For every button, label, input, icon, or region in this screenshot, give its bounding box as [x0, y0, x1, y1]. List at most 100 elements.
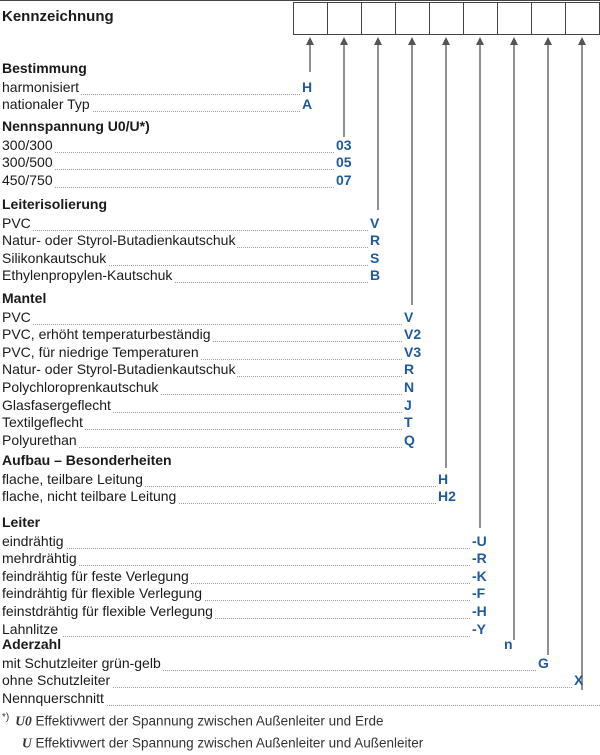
leader-dots [2, 599, 470, 602]
item-label: mehrdrähtig [2, 550, 79, 568]
item-label: feinstdrähtig für flexible Verlegung [2, 603, 215, 620]
leader-dots [2, 323, 402, 325]
footnote: *) U0 Effektivwert der Spannung zwischen … [2, 712, 383, 730]
item-code: H [302, 78, 313, 95]
leader-dots [2, 393, 402, 395]
item-code: S [370, 249, 380, 266]
item-code: G [538, 654, 549, 671]
leader-dots [2, 564, 470, 567]
leader-dots [2, 547, 470, 549]
top-rule [0, 0, 600, 1]
leader-dots [2, 502, 436, 505]
footnote-symbol: U0 [15, 713, 32, 729]
item-code: -Y [472, 620, 486, 637]
list-item: 450/750 07 [0, 171, 600, 189]
leader-dots [2, 582, 470, 584]
item-label: Natur- oder Styrol-Butadienkautschuk [2, 232, 238, 250]
section-title: Aufbau – Besonderheiten [2, 452, 174, 469]
leader-dots [2, 635, 470, 637]
footnote-text: Effektivwert der Spannung zwischen Außen… [35, 713, 384, 729]
item-code: T [404, 414, 413, 431]
leader-dots [2, 485, 436, 487]
list-item: feindrähtig für feste Verlegung -K [0, 567, 600, 585]
item-code: H [438, 470, 449, 487]
list-item: harmonisiert H [0, 78, 600, 96]
list-item: flache, nicht teilbare Leitung H2 [0, 488, 600, 506]
section-title: Mantel [2, 290, 49, 307]
item-label: flache, teilbare Leitung [2, 470, 145, 488]
arrow-head-4 [408, 37, 416, 45]
item-label: mit Schutzleiter grün-gelb [2, 654, 163, 672]
list-item: Natur- oder Styrol-Butadienkautschuk R [0, 232, 600, 250]
item-code: N [404, 379, 415, 395]
footnote-symbol: U [22, 735, 32, 751]
list-item: PVC V [0, 214, 600, 232]
item-code: -H [472, 603, 487, 619]
item-label: Silikonkautschuk [2, 249, 109, 267]
list-item: Glasfasergeflecht J [0, 396, 600, 414]
item-label: Lahnlitze [2, 620, 61, 638]
list-item: Polychloroprenkautschuk N [0, 379, 600, 396]
list-item: Lahnlitze -Y [0, 620, 600, 638]
item-label: PVC, erhöht temperaturbeständig [2, 326, 213, 344]
list-item: eindrähtig -U [0, 532, 600, 550]
list-item: feindrähtig für flexible Verlegung -F [0, 585, 600, 603]
leader-dots [2, 428, 402, 431]
leader-dots [2, 704, 600, 706]
code-box-7 [497, 2, 532, 35]
item-code: 05 [336, 154, 352, 171]
leader-dots [2, 229, 368, 231]
item-code: Q [404, 431, 415, 448]
leader-dots [2, 93, 300, 95]
item-label: 300/500 [2, 154, 55, 172]
footnote: U Effektivwert der Spannung zwischen Auß… [2, 734, 423, 752]
leader-dots [2, 669, 536, 671]
item-code: V [404, 308, 414, 325]
code-box-3 [361, 2, 396, 35]
list-item: PVC V [0, 308, 600, 326]
item-code: B [370, 267, 381, 284]
item-code: A [302, 96, 313, 113]
list-item: Textilgeflecht T [0, 414, 600, 432]
list-item: Polyurethan Q [0, 431, 600, 449]
item-label: Textilgeflecht [2, 414, 85, 432]
item-code: 07 [336, 171, 352, 188]
footnote-mark: *) [2, 712, 10, 723]
list-item: mit Schutzleiter grün-gelb G [0, 654, 600, 672]
item-label: ohne Schutzleiter [2, 672, 113, 690]
item-label: Polychloroprenkautschuk [2, 379, 161, 396]
list-item: feinstdrähtig für flexible Verlegung -H [0, 603, 600, 620]
item-code: -R [472, 550, 487, 567]
section-title: Leiterisolierung [2, 196, 110, 213]
list-item: Ethylenpropylen-Kautschuk B [0, 267, 600, 285]
leader-dots [2, 281, 368, 284]
item-label: feindrähtig für feste Verlegung [2, 567, 191, 585]
arrow-head-9 [578, 37, 586, 45]
list-item: ohne Schutzleiter X [0, 672, 600, 690]
item-code: 03 [336, 136, 352, 153]
list-item: PVC, erhöht temperaturbeständig V2 [0, 326, 600, 344]
item-label: PVC [2, 214, 33, 232]
leader-dots [2, 168, 334, 171]
leader-dots [2, 358, 402, 360]
leader-dots [2, 686, 572, 689]
item-label: 300/300 [2, 136, 55, 154]
list-item: PVC, für niedrige Temperaturen V3 [0, 343, 600, 361]
leader-dots [2, 411, 402, 413]
arrow-head-5 [442, 37, 450, 45]
item-label: PVC [2, 308, 33, 326]
list-item: Natur- oder Styrol-Butadienkautschuk R [0, 361, 600, 379]
list-item: flache, teilbare Leitung H [0, 470, 600, 488]
arrow-head-6 [476, 37, 484, 45]
section-title: Nennspannung U0/U*) [2, 118, 152, 135]
item-code: X [574, 672, 584, 689]
item-label: Natur- oder Styrol-Butadienkautschuk [2, 361, 238, 379]
list-item: 300/300 03 [0, 136, 600, 154]
item-label: Ethylenpropylen-Kautschuk [2, 267, 175, 285]
list-item: nationaler Typ A [0, 96, 600, 114]
item-code: -K [472, 567, 487, 584]
arrow-head-3 [374, 37, 382, 45]
list-item: Silikonkautschuk S [0, 249, 600, 267]
